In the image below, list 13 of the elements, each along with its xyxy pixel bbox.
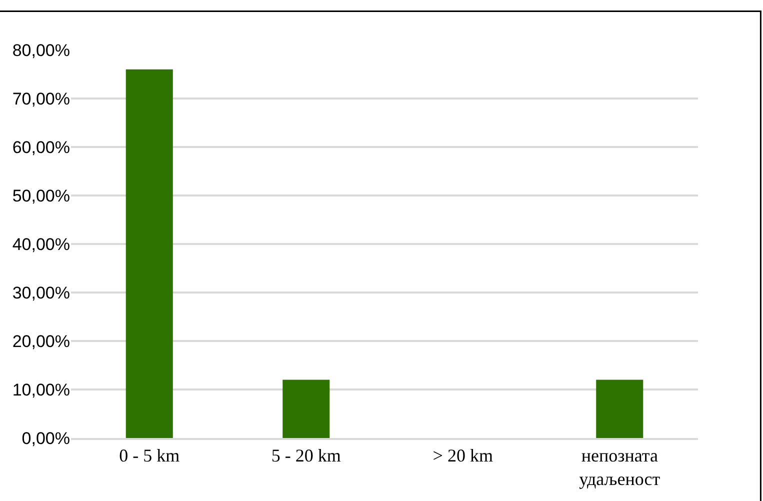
y-tick-label: 80,00%	[12, 40, 70, 60]
x-tick-label: непозната удаљеност	[579, 446, 660, 489]
x-tick-label: > 20 km	[432, 446, 493, 466]
y-tick-label: 60,00%	[12, 138, 70, 157]
y-tick-label: 40,00%	[12, 234, 70, 254]
x-tick-label: 0 - 5 km	[119, 446, 180, 466]
y-tick-label: 20,00%	[12, 332, 70, 351]
y-tick-label: 50,00%	[12, 186, 70, 206]
y-tick-label: 0,00%	[22, 428, 70, 448]
y-tick-label: 10,00%	[12, 380, 70, 400]
y-tick-label: 30,00%	[12, 283, 70, 302]
x-tick-label: 5 - 20 km	[271, 446, 341, 466]
y-tick-label: 70,00%	[12, 89, 70, 108]
